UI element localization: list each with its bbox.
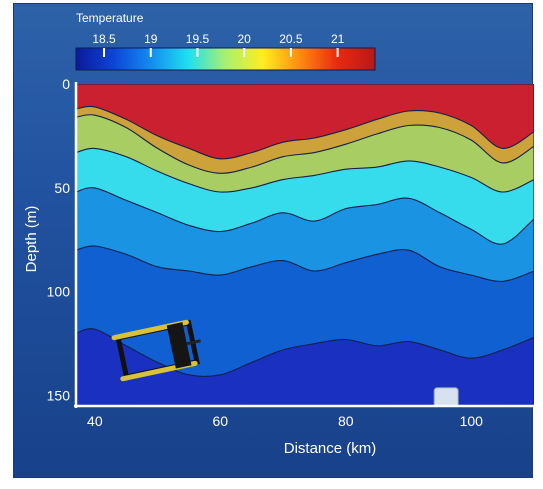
x-tick-label: 80	[338, 413, 354, 429]
glider-icon	[111, 319, 201, 382]
colorbar-tick-label: 20	[238, 32, 252, 46]
y-tick-label: 150	[47, 388, 71, 404]
x-axis-ticks: 40 60 80 100	[87, 413, 483, 429]
colorbar-tick-label: 20.5	[279, 32, 303, 46]
x-tick-label: 100	[460, 413, 484, 429]
y-axis-ticks: 0 50 100 150	[47, 76, 71, 404]
annotations	[111, 319, 459, 406]
plot-area	[76, 84, 534, 406]
colorbar-label: Temperature	[76, 11, 144, 25]
figure-frame: Temperature 18.5 19 19.5 20 20.5 21 40 60 80 100…	[13, 3, 534, 478]
contour-band-21	[76, 84, 534, 160]
colorbar-tick-label: 21	[331, 32, 345, 46]
colorbar-ticks: 18.5 19 19.5 20 20.5 21	[92, 32, 345, 57]
y-tick-label: 50	[54, 180, 70, 196]
x-tick-label: 60	[213, 413, 229, 429]
temperature-section-chart: Temperature 18.5 19 19.5 20 20.5 21 40 60 80 100…	[23, 11, 534, 457]
colorbar-tick-label: 19.5	[186, 32, 210, 46]
y-axis-label: Depth (m)	[23, 206, 40, 273]
colorbar-tick-label: 19	[144, 32, 158, 46]
contour-bands	[76, 84, 534, 406]
colorbar	[75, 47, 376, 71]
buoy-icon	[433, 387, 459, 406]
colorbar-tick-label: 18.5	[92, 32, 116, 46]
y-tick-label: 0	[62, 76, 70, 92]
axes: 40 60 80 100 0 50 100 150 Distance (km) Depth …	[23, 76, 534, 457]
x-axis-label: Distance (km)	[284, 440, 377, 457]
y-tick-label: 100	[47, 284, 71, 300]
x-tick-label: 40	[87, 413, 103, 429]
